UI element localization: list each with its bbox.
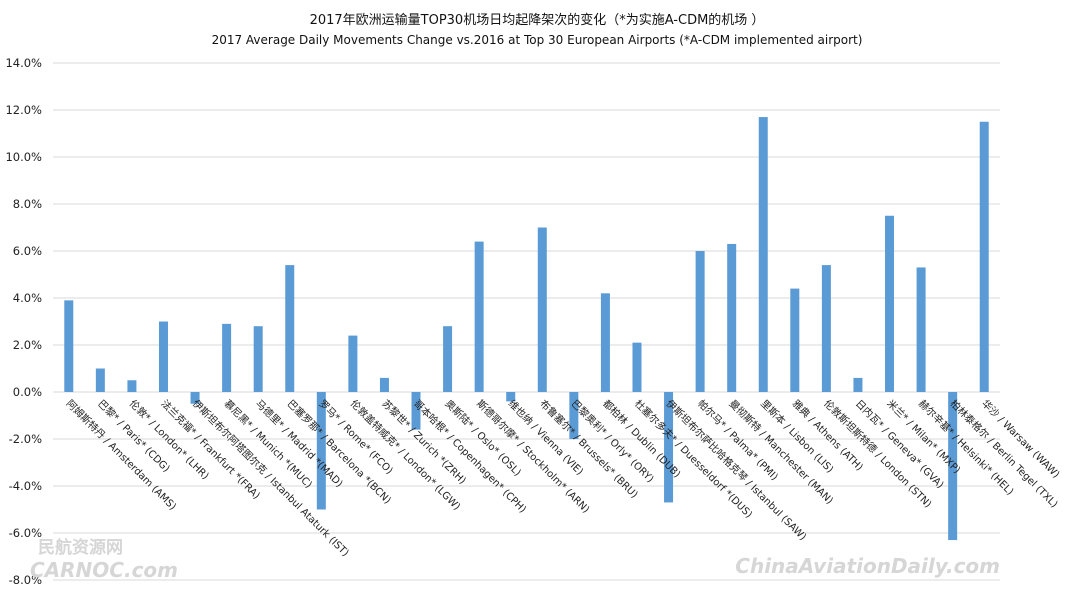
bar [64, 300, 74, 392]
bars [64, 117, 989, 541]
bar [821, 265, 831, 392]
bar [158, 321, 168, 392]
bar [695, 251, 705, 392]
y-tick-label: -6.0% [9, 526, 42, 540]
bar [379, 377, 389, 392]
bar [916, 267, 926, 392]
bar [979, 121, 989, 392]
watermark-carnoc-cn: 民航资源网 [38, 537, 123, 558]
bar [853, 377, 863, 392]
x-category-label: 阿姆斯特丹 / Amsterdam (AMS) [64, 397, 180, 513]
x-category-label: 哥本哈根* / Copenhagen* (CPH) [411, 397, 529, 515]
y-tick-label: 12.0% [5, 103, 42, 117]
gridlines [53, 62, 1000, 581]
y-tick-label: -2.0% [9, 432, 42, 446]
y-tick-label: 6.0% [13, 244, 42, 258]
bar [348, 335, 358, 392]
bar [316, 392, 326, 510]
y-tick-label: 8.0% [13, 197, 42, 211]
bar [506, 392, 516, 402]
bar [411, 392, 421, 430]
y-tick-label: 14.0% [5, 56, 42, 70]
y-tick-label: -4.0% [9, 479, 42, 493]
bar [758, 117, 768, 393]
y-axis-tick-labels: -8.0% -6.0% -4.0% -2.0% 0.0% 2.0% 4.0% 6.0% 8.0%… [5, 56, 42, 587]
bar [222, 323, 232, 392]
y-tick-label: 4.0% [13, 291, 42, 305]
bar [948, 392, 958, 541]
watermark-carnoc-en: CARNOC.com [30, 558, 178, 582]
bar [664, 392, 674, 503]
bar [600, 293, 610, 392]
bar [474, 241, 484, 392]
bar [443, 326, 453, 392]
bar [632, 342, 642, 392]
bar [537, 227, 547, 392]
bar [885, 215, 895, 392]
chart-title: 2017年欧洲运输量TOP30机场日均起降架次的变化（*为实施A-CDM的机场 … [310, 12, 765, 28]
y-tick-label: 2.0% [13, 338, 42, 352]
bar [95, 368, 105, 392]
bar [190, 392, 200, 404]
y-tick-label: 10.0% [5, 150, 42, 164]
bar [790, 288, 800, 392]
chart-subtitle: 2017 Average Daily Movements Change vs.2… [212, 33, 863, 47]
bar [569, 392, 579, 439]
bar [727, 243, 737, 392]
x-axis-category-labels: 阿姆斯特丹 / Amsterdam (AMS)巴黎* / Paris* (CDG… [64, 397, 1063, 559]
y-tick-label: 0.0% [13, 385, 42, 399]
bar [285, 265, 295, 392]
watermark-chinaaviationdaily: ChinaAviationDaily.com [735, 554, 1000, 578]
bar [253, 326, 263, 392]
bar [127, 380, 137, 392]
y-tick-label: -8.0% [9, 573, 42, 587]
